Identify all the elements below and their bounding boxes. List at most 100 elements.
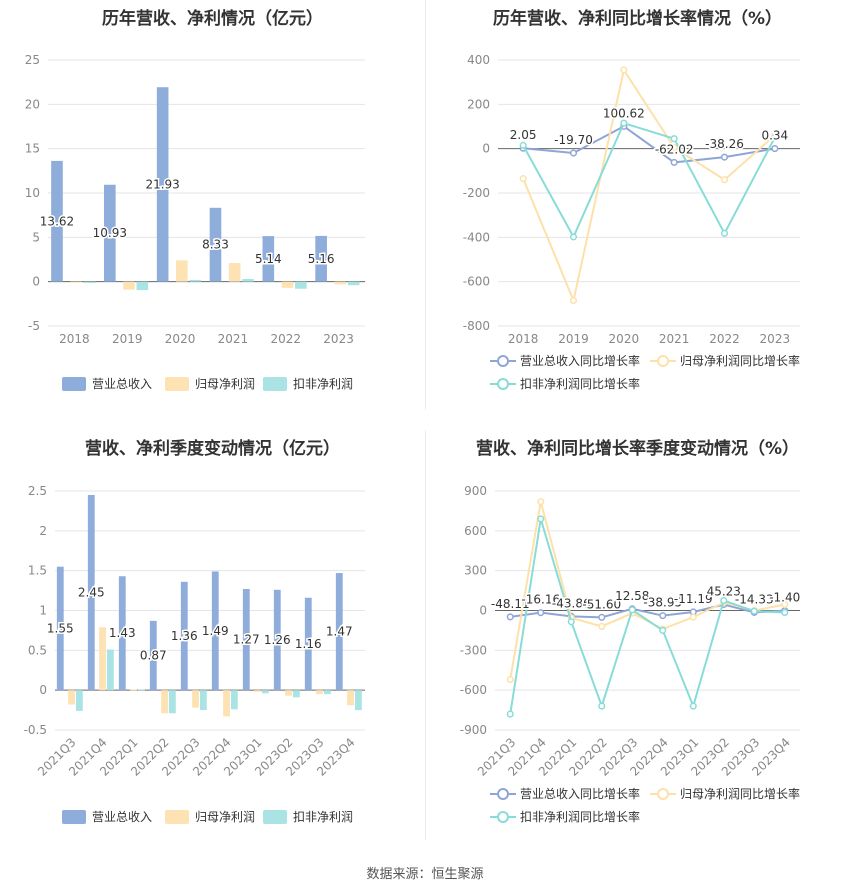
- legend-label: 归母净利润同比增长率: [680, 786, 800, 801]
- point-value-label: -43.86: [552, 596, 591, 610]
- bar: [223, 690, 230, 717]
- legend-label: 归母净利润同比增长率: [680, 353, 800, 368]
- y-tick-label: 2.5: [28, 484, 47, 498]
- data-point: [720, 176, 729, 184]
- data-point: [569, 233, 578, 241]
- bar: [228, 263, 241, 282]
- data-point: [506, 710, 514, 718]
- data-point: [689, 702, 697, 710]
- data-point: [519, 175, 527, 183]
- bar: [161, 690, 168, 714]
- point-value-label: -1.40: [769, 591, 800, 605]
- data-point: [537, 498, 545, 506]
- x-tick-label: 2023: [760, 332, 791, 346]
- data-point: [506, 613, 514, 621]
- bar-value-label: 1.26: [264, 633, 291, 647]
- bar-value-label: 10.93: [93, 226, 127, 240]
- y-tick-label: 900: [464, 484, 487, 498]
- legend-swatch: [263, 377, 287, 391]
- data-point: [620, 66, 628, 74]
- bar: [118, 576, 126, 691]
- bar: [354, 690, 362, 711]
- y-tick-label: 0: [32, 275, 40, 289]
- x-tick-label: 2020: [609, 332, 640, 346]
- data-point: [771, 145, 779, 153]
- bar: [180, 581, 188, 691]
- point-value-label: -62.02: [655, 142, 694, 156]
- data-point: [781, 600, 789, 609]
- bar: [106, 649, 114, 691]
- bar: [68, 690, 75, 705]
- y-tick-label: 1.5: [28, 564, 47, 578]
- bar: [130, 689, 137, 691]
- bar: [254, 690, 261, 692]
- legend-swatch-marker: [657, 788, 669, 800]
- bar: [281, 281, 294, 288]
- data-point: [598, 622, 606, 630]
- bar-value-label: 5.16: [308, 252, 335, 266]
- bar: [335, 573, 343, 691]
- y-tick-label: 400: [467, 53, 490, 67]
- point-value-label: -11.19: [674, 592, 713, 606]
- bar: [137, 689, 145, 691]
- bar: [334, 281, 347, 285]
- quarterly-growth-panel: 营收、净利同比增长率季度变动情况（%） 900 600 300 0 -300 -600 -9…: [425, 425, 850, 855]
- x-tick-label: 2023: [323, 332, 354, 346]
- bar: [189, 279, 202, 282]
- chart-title: 营收、净利同比增长率季度变动情况（%）: [475, 439, 800, 459]
- bar: [199, 690, 207, 711]
- data-point: [659, 612, 667, 620]
- bar: [211, 571, 219, 691]
- series-line: [509, 518, 785, 715]
- point-value-label: -19.70: [554, 133, 593, 147]
- data-point: [506, 675, 514, 684]
- x-tick-label: 2019: [558, 332, 589, 346]
- bar: [316, 690, 323, 695]
- legend-label: 扣非净利润: [293, 810, 353, 824]
- bar: [149, 620, 157, 691]
- annual-growth-chart: 400 200 0 -200 -400 -600 -800 2018 2019 2020 2021 2…: [463, 53, 800, 391]
- data-point: [567, 618, 575, 626]
- bar-value-label: 1.55: [47, 621, 74, 635]
- bar-value-label: 1.27: [233, 633, 260, 647]
- bar: [295, 281, 307, 289]
- series-line: [510, 603, 785, 619]
- point-value-label: 45.23: [707, 584, 741, 598]
- legend-swatch-marker: [497, 788, 509, 800]
- bar: [242, 279, 254, 282]
- bar-value-label: 5.14: [255, 252, 282, 266]
- legend-swatch: [165, 377, 189, 391]
- data-point: [781, 608, 789, 617]
- y-tick-label: 0: [479, 604, 487, 618]
- data-point: [670, 158, 678, 166]
- legend-label: 归母净利润: [195, 810, 255, 824]
- bar: [56, 566, 64, 691]
- data-point: [670, 144, 678, 152]
- legend-swatch-marker: [497, 811, 509, 823]
- y-tick-label: -600: [463, 275, 490, 289]
- x-tick-label: 2022: [270, 332, 301, 346]
- bar: [176, 260, 188, 282]
- vertical-divider-top: [425, 0, 426, 410]
- legend-swatch: [165, 810, 189, 824]
- y-tick-label: 200: [467, 97, 490, 111]
- series-line: [522, 121, 776, 240]
- bar: [168, 690, 176, 714]
- y-tick-label: 10: [25, 186, 40, 200]
- x-tick-label: 2018: [508, 332, 539, 346]
- y-tick-label: 1: [39, 604, 47, 618]
- bar: [323, 690, 331, 695]
- legend-label: 营业总收入同比增长率: [520, 786, 640, 801]
- bar: [262, 236, 275, 282]
- series-line: [523, 125, 776, 164]
- bar-value-label: 1.36: [171, 629, 198, 643]
- point-value-label: 0.34: [761, 129, 788, 143]
- legend-swatch: [62, 810, 86, 824]
- bar: [209, 207, 222, 282]
- x-tick-label: 2021: [659, 332, 690, 346]
- y-tick-label: -0.5: [24, 723, 47, 737]
- bar-value-label: 1.43: [109, 626, 136, 640]
- point-value-label: -51.60: [582, 597, 621, 611]
- bar: [83, 281, 96, 283]
- y-tick-label: 0.5: [28, 643, 47, 657]
